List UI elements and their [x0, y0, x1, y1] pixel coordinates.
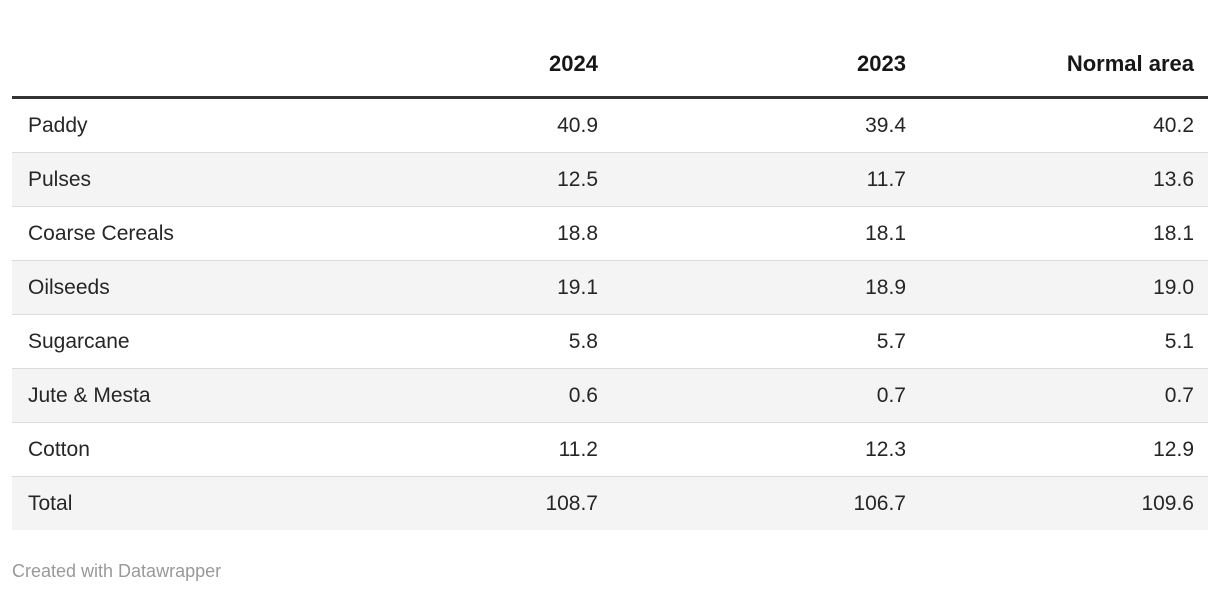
row-label: Total — [12, 476, 312, 530]
table-row-pulses: Pulses 12.5 11.7 13.6 — [12, 152, 1208, 207]
cell-2023: 5.7 — [612, 314, 920, 369]
cell-normal-area: 5.1 — [920, 314, 1208, 369]
table-row-cotton: Cotton 11.2 12.3 12.9 — [12, 422, 1208, 477]
cell-normal-area: 18.1 — [920, 206, 1208, 261]
cell-2024: 0.6 — [312, 368, 612, 423]
attribution-footer: Created with Datawrapper — [12, 560, 1208, 582]
cell-2024: 11.2 — [312, 422, 612, 477]
table-row-sugarcane: Sugarcane 5.8 5.7 5.1 — [12, 314, 1208, 369]
row-label: Sugarcane — [12, 314, 312, 369]
cell-2023: 106.7 — [612, 476, 920, 530]
cell-2023: 11.7 — [612, 152, 920, 207]
column-header-crop — [12, 0, 312, 99]
cell-2023: 0.7 — [612, 368, 920, 423]
cell-normal-area: 40.2 — [1153, 113, 1194, 137]
row-label: Paddy — [28, 113, 88, 137]
table-body: Paddy 40.9 39.4 40.2 Pulses 12.5 11.7 13… — [12, 98, 1208, 530]
cell-2024: 5.8 — [312, 314, 612, 369]
cell-2024: 40.9 — [557, 113, 598, 137]
cell-normal-area: 0.7 — [920, 368, 1208, 423]
row-label: Jute & Mesta — [12, 368, 312, 423]
cell-normal-area: 109.6 — [920, 476, 1208, 530]
table-row-paddy: Paddy 40.9 39.4 40.2 — [12, 98, 1208, 153]
row-label: Cotton — [12, 422, 312, 477]
table-row-oilseeds: Oilseeds 19.1 18.9 19.0 — [12, 260, 1208, 315]
cell-2023: 18.9 — [612, 260, 920, 315]
row-label: Oilseeds — [12, 260, 312, 315]
datawrapper-table-widget: 2024 2023 Normal area Paddy 40.9 39.4 40… — [12, 0, 1208, 582]
column-header-normal-area: Normal area — [920, 0, 1208, 99]
cell-2024: 18.8 — [312, 206, 612, 261]
row-label: Pulses — [12, 152, 312, 207]
cell-normal-area: 12.9 — [920, 422, 1208, 477]
row-label: Coarse Cereals — [12, 206, 312, 261]
datawrapper-attribution-link[interactable]: Created with Datawrapper — [12, 561, 222, 581]
column-header-2023: 2023 — [612, 0, 920, 99]
column-header-2024: 2024 — [312, 0, 612, 99]
header-row: 2024 2023 Normal area — [12, 0, 1208, 99]
table-row-total: Total 108.7 106.7 109.6 — [12, 476, 1208, 530]
cell-2024: 12.5 — [312, 152, 612, 207]
cell-normal-area: 13.6 — [920, 152, 1208, 207]
cell-2023: 12.3 — [612, 422, 920, 477]
crops-area-table: 2024 2023 Normal area Paddy 40.9 39.4 40… — [12, 0, 1208, 530]
table-row-coarse-cereals: Coarse Cereals 18.8 18.1 18.1 — [12, 206, 1208, 261]
table-header: 2024 2023 Normal area — [12, 0, 1208, 99]
cell-2023: 39.4 — [865, 113, 906, 137]
cell-2024: 19.1 — [312, 260, 612, 315]
cell-normal-area: 19.0 — [920, 260, 1208, 315]
cell-2023: 18.1 — [612, 206, 920, 261]
table-row-jute-mesta: Jute & Mesta 0.6 0.7 0.7 — [12, 368, 1208, 423]
cell-2024: 108.7 — [312, 476, 612, 530]
